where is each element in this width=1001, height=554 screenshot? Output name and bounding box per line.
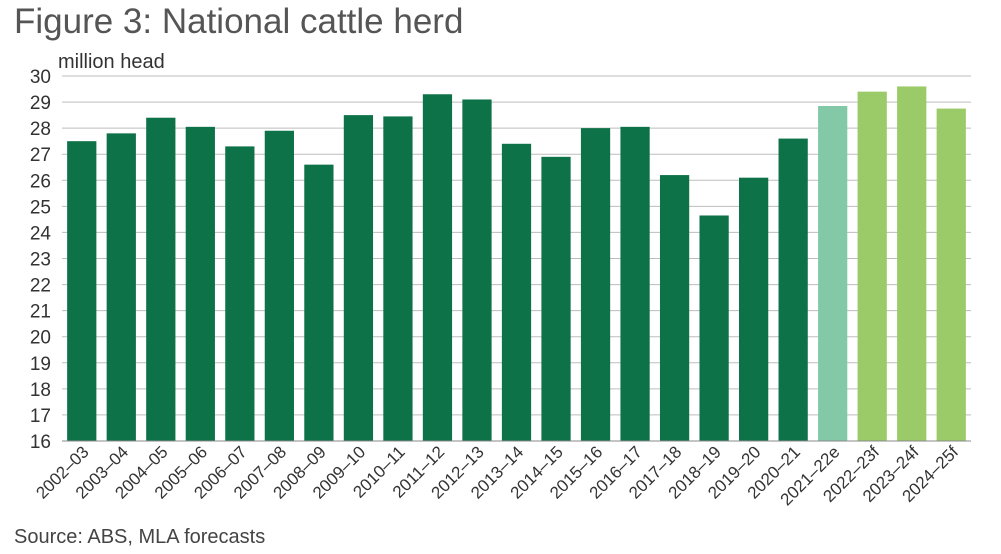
y-tick-label: 28 — [30, 119, 51, 140]
chart-title: Figure 3: National cattle herd — [14, 2, 464, 41]
bar — [185, 126, 215, 441]
bar — [462, 99, 492, 441]
bar — [225, 146, 255, 441]
y-tick-label: 30 — [30, 67, 51, 88]
bar — [620, 126, 650, 441]
x-axis-ticks: 2002–032003–042004–052005–062006–072007–… — [32, 442, 962, 509]
bar — [343, 115, 374, 441]
bar — [264, 130, 294, 441]
y-tick-label: 20 — [30, 328, 51, 349]
bar — [541, 156, 571, 442]
bar — [501, 143, 532, 442]
bar — [818, 105, 848, 441]
y-tick-label: 27 — [30, 145, 51, 166]
y-tick-label: 17 — [30, 406, 51, 427]
y-tick-label: 16 — [30, 432, 51, 453]
y-axis-ticks: 16 17 18 19 20 21 22 23 24 25 26 27 28 29 30 — [30, 67, 52, 453]
bar — [857, 91, 887, 442]
y-tick-label: 24 — [30, 223, 52, 244]
bar — [383, 116, 413, 442]
bar — [936, 108, 966, 441]
bar — [739, 177, 769, 441]
y-tick-label: 23 — [30, 250, 51, 271]
y-tick-label: 26 — [30, 171, 51, 192]
source-note: Source: ABS, MLA forecasts — [14, 526, 266, 548]
bar — [106, 133, 136, 441]
y-tick-label: 22 — [30, 276, 51, 297]
y-axis-label: million head — [58, 51, 165, 73]
bars — [67, 86, 966, 442]
bar — [146, 117, 176, 441]
bar — [699, 215, 729, 441]
bar — [659, 175, 690, 442]
bar — [778, 138, 808, 442]
bar — [422, 94, 453, 441]
bar — [580, 128, 611, 441]
bar — [304, 164, 334, 441]
y-tick-label: 21 — [30, 302, 51, 323]
y-tick-label: 18 — [30, 380, 51, 401]
y-tick-label: 25 — [30, 197, 51, 218]
bar — [67, 141, 97, 441]
y-tick-label: 19 — [30, 354, 51, 375]
bar — [897, 86, 927, 441]
y-tick-label: 29 — [30, 93, 51, 114]
